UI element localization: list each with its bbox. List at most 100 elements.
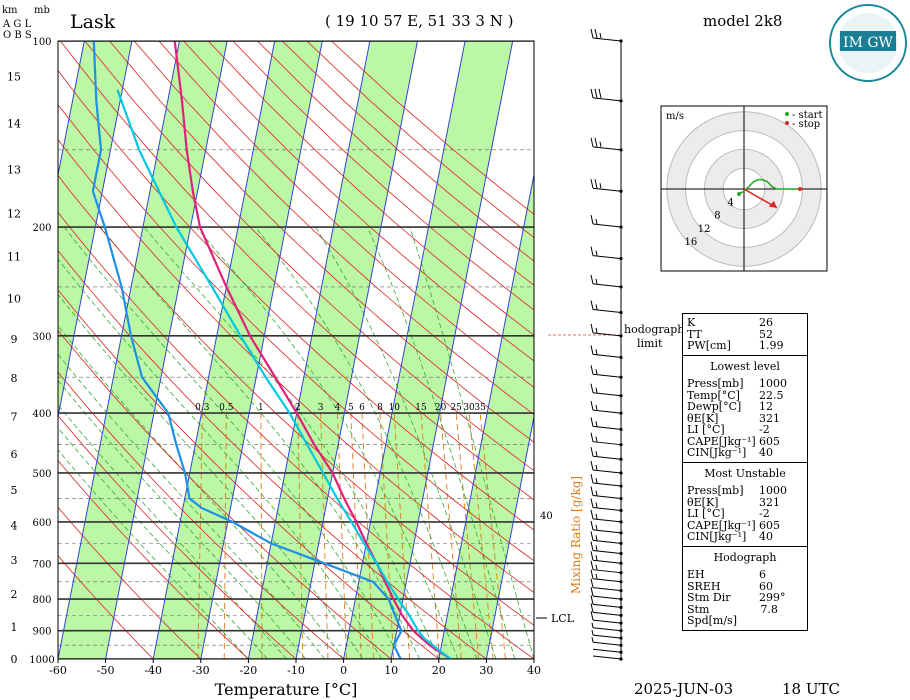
wind-barb-flag <box>590 578 594 588</box>
index-value: -2 <box>759 423 770 436</box>
index-row: LI [°C] -2 <box>687 508 803 520</box>
wind-barb-staff <box>592 518 622 523</box>
wind-barb-half <box>595 278 598 285</box>
legend-start-dot <box>785 112 789 116</box>
wind-barb-staff <box>592 332 622 337</box>
mixing-ratio-line <box>260 413 263 659</box>
wind-barb-staff <box>592 648 622 653</box>
wind-barb-staff <box>592 392 622 397</box>
mixing-ratio-line <box>455 413 480 659</box>
dewpoint-profile <box>91 41 403 659</box>
x-tick-label: -40 <box>144 664 162 677</box>
moist-adiabat <box>58 353 325 659</box>
wind-barb-staff <box>592 627 622 632</box>
index-row: LI [°C] -2 <box>687 424 803 436</box>
index-row: CIN[Jkg⁻¹] 40 <box>687 531 803 543</box>
isotherm-line <box>247 41 371 659</box>
wind-barb-flag <box>590 400 594 411</box>
storm-motion-arrowhead <box>768 200 777 208</box>
wind-barb-flag <box>598 88 602 98</box>
moist-adiabat <box>100 226 421 659</box>
wind-barb-staff <box>592 187 622 192</box>
wind-level-dot <box>619 643 623 647</box>
date-label: 2025-JUN-03 <box>634 680 733 698</box>
index-label: Dewp[°C] <box>687 400 742 413</box>
wind-barb-staff <box>592 529 622 534</box>
wind-barb-flag <box>590 88 594 98</box>
isotherm-band <box>343 41 513 659</box>
index-label: Stm Spd[m/s] <box>687 602 737 627</box>
dry-adiabat <box>58 174 534 626</box>
hodograph-limit-label: limit <box>637 337 663 350</box>
wind-barb-staff <box>592 255 622 260</box>
station-name: Lask <box>70 11 116 33</box>
lcl-label: LCL <box>551 612 575 625</box>
wind-barb-half <box>595 524 598 530</box>
mb-unit: mb <box>34 5 50 16</box>
isotherm-line <box>533 656 534 659</box>
wind-barb-half <box>595 490 598 496</box>
km-tick-label: 6 <box>11 448 18 461</box>
pressure-label: 800 <box>32 595 51 606</box>
wind-barb-staff <box>592 223 622 228</box>
x-tick-label: -50 <box>97 664 115 677</box>
parcel-profile <box>116 89 452 659</box>
isotherm-band <box>248 41 418 659</box>
x-tick-label: 0 <box>340 664 347 677</box>
legend-stop-label: - stop <box>792 119 820 130</box>
isotherm-line <box>343 41 466 659</box>
wind-barb-staff <box>592 409 622 414</box>
mixing-ratio-line <box>379 413 395 659</box>
lowest-level-indices: Lowest level Press[mb] 1000 Temp[°C] 22.5 Dew… <box>683 354 807 462</box>
temperature-profile <box>173 41 452 659</box>
mixing-ratio-label: 5 <box>348 403 354 413</box>
logo-band <box>840 31 896 51</box>
index-label: CIN[Jkg⁻¹] <box>687 446 747 459</box>
isotherm-band <box>0 41 37 659</box>
index-value: 6 <box>759 568 766 581</box>
dry-adiabat <box>183 41 534 362</box>
km-tick-label: 15 <box>7 70 21 83</box>
wind-barb-flag <box>590 520 594 530</box>
obs-label: O B S <box>3 30 32 41</box>
index-label: Press[mb] <box>687 377 744 390</box>
dry-adiabat <box>133 41 534 415</box>
index-label: PW[cm] <box>687 339 731 352</box>
wind-barb-flag <box>590 447 594 457</box>
mixing-ratio-label: 1 <box>258 403 264 413</box>
dry-adiabat <box>58 249 488 659</box>
isotherms <box>0 41 534 659</box>
wind-barb-half <box>595 513 598 519</box>
index-label: CAPE[Jkg⁻¹] <box>687 434 756 448</box>
wind-barb-half <box>595 327 598 333</box>
wind-barb-half <box>595 555 598 561</box>
index-value: 7.8 <box>760 602 778 616</box>
dry-adiabat <box>207 41 534 336</box>
wind-barb-half <box>595 564 598 570</box>
index-label: SREH <box>687 579 721 593</box>
km-tick-label: 11 <box>7 251 21 264</box>
wind-barb-half <box>591 637 594 643</box>
mixing-ratio-title: Mixing Ratio [g/kg] <box>569 476 583 594</box>
index-row: CIN[Jkg⁻¹] 40 <box>687 447 803 459</box>
dry-adiabat <box>232 41 534 311</box>
wind-barb-staff <box>592 603 622 608</box>
index-value: 605 <box>759 518 780 532</box>
isotherm-line <box>200 41 323 659</box>
wind-barb-flag <box>590 432 594 442</box>
x-tick-label: -60 <box>49 664 67 677</box>
time-label: 18 UTC <box>782 680 840 698</box>
most-unstable-indices: Most Unstable Press[mb] 1000 θE[K] 321 LI [°C… <box>683 461 807 546</box>
index-row: CAPE[Jkg⁻¹] 605 <box>687 434 803 448</box>
km-tick-label: 13 <box>7 163 21 176</box>
index-row: Press[mb] 1000 <box>687 485 803 497</box>
pressure-label: 300 <box>32 332 51 343</box>
isotherm-line <box>0 41 37 659</box>
index-label: LI [°C] <box>687 507 725 520</box>
wind-barb-half <box>595 349 598 355</box>
isotherm-line <box>58 41 85 178</box>
index-label: θE[K] <box>687 411 719 425</box>
wind-barb-flag <box>590 214 594 225</box>
